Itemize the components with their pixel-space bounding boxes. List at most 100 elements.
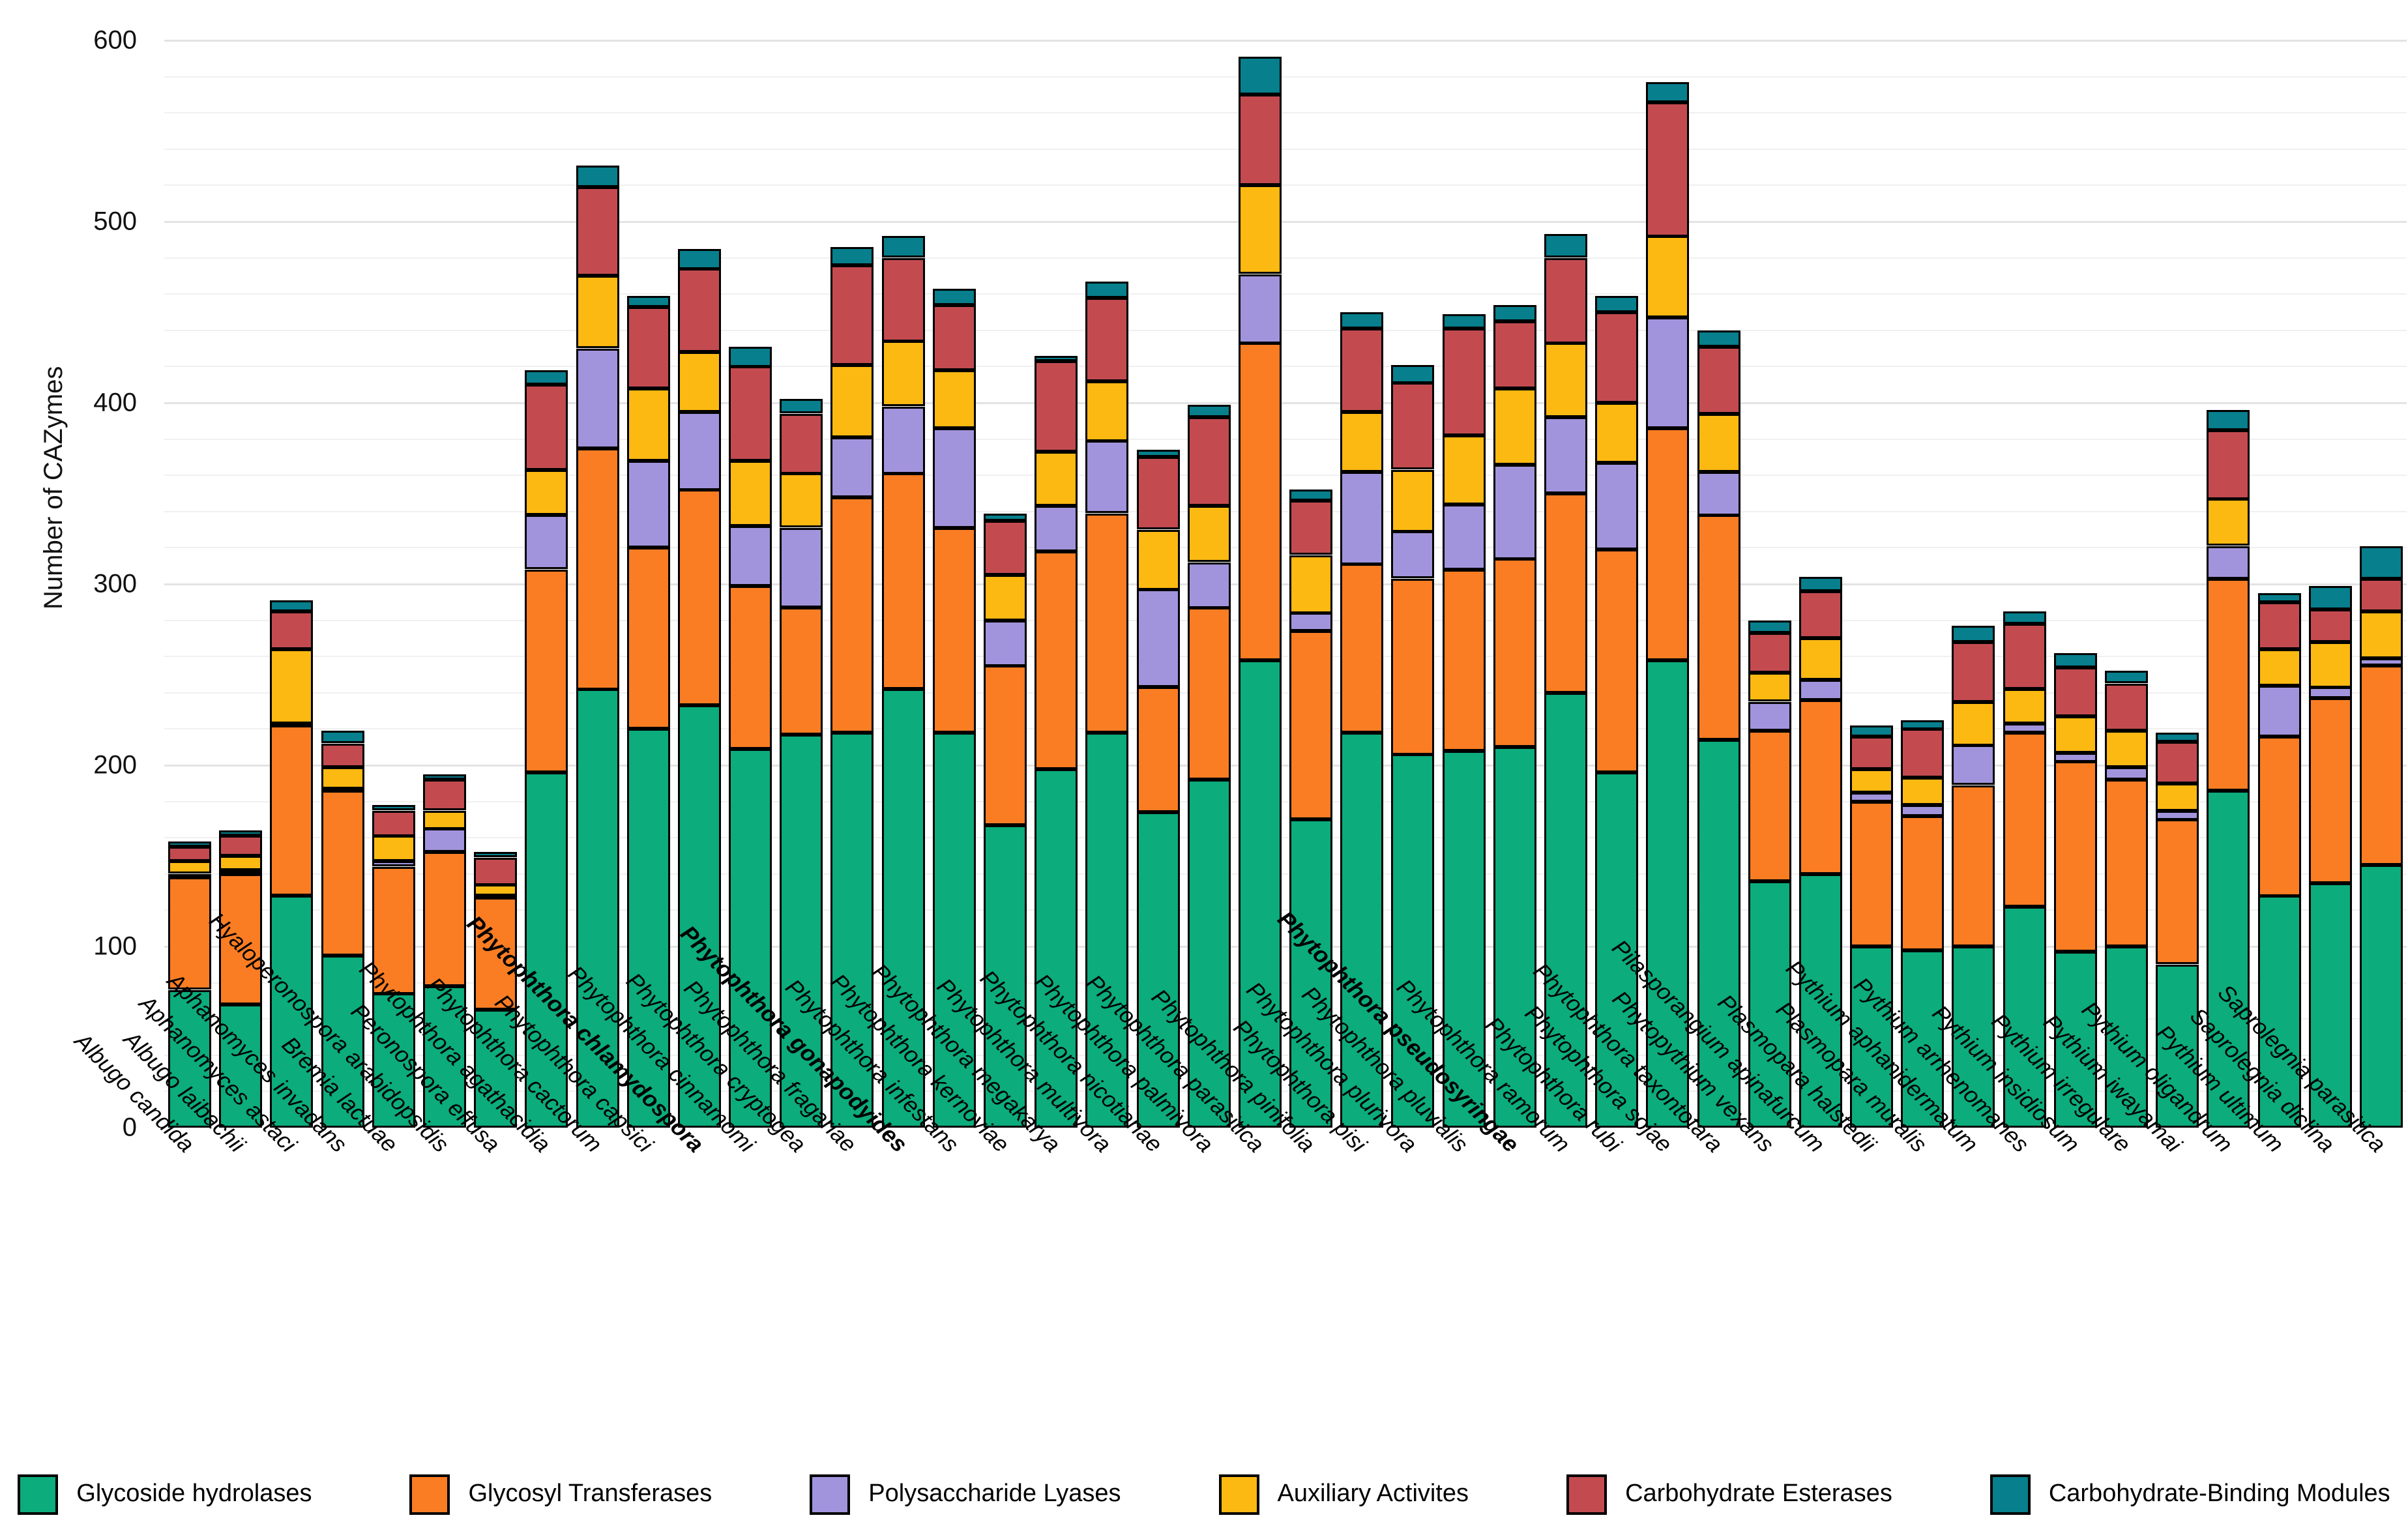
- segment-polysaccharide-lyases: [1137, 589, 1180, 687]
- segment-glycoside-hydrolases: [1901, 950, 1944, 1128]
- gridline-minor: [164, 837, 2407, 839]
- gridline-minor: [164, 656, 2407, 658]
- gridline-major: [164, 946, 2407, 948]
- gridline-major: [164, 221, 2407, 223]
- segment-glycoside-hydrolases: [1799, 874, 1842, 1128]
- segment-carbohydrate-esterases: [270, 611, 313, 649]
- segment-glycoside-hydrolases: [372, 993, 415, 1128]
- bar-phytophthora-megakarya: [1035, 0, 1078, 1128]
- segment-glycosyl-transferases: [2156, 819, 2199, 964]
- segment-auxiliary-activites: [780, 473, 823, 527]
- segment-auxiliary-activites: [2003, 689, 2046, 724]
- bar-plasmopara-halstedii: [1850, 0, 1893, 1128]
- gridline-minor: [164, 366, 2407, 368]
- segment-glycoside-hydrolases: [830, 733, 874, 1128]
- segment-carbohydrate-binding-modules: [372, 805, 415, 810]
- segment-auxiliary-activites: [2105, 731, 2148, 767]
- bar-phytophthora-multivora: [1085, 0, 1128, 1128]
- segment-glycoside-hydrolases: [423, 986, 466, 1128]
- segment-glycosyl-transferases: [627, 548, 670, 729]
- legend-swatch: [1990, 1474, 2031, 1515]
- segment-glycosyl-transferases: [1340, 564, 1383, 733]
- gridline-minor: [164, 692, 2407, 694]
- segment-glycoside-hydrolases: [1595, 772, 1638, 1128]
- gridline-minor: [164, 293, 2407, 295]
- legend-label: Carbohydrate-Binding Modules: [2048, 1480, 2390, 1507]
- segment-carbohydrate-binding-modules: [780, 399, 823, 413]
- segment-glycoside-hydrolases: [1188, 780, 1231, 1128]
- segment-glycosyl-transferases: [830, 497, 874, 733]
- segment-glycoside-hydrolases: [678, 705, 721, 1128]
- segment-auxiliary-activites: [1085, 381, 1128, 441]
- segment-carbohydrate-binding-modules: [1646, 82, 1689, 102]
- segment-polysaccharide-lyases: [2105, 767, 2148, 780]
- gridline-minor: [164, 257, 2407, 259]
- segment-polysaccharide-lyases: [1493, 465, 1536, 559]
- legend-item: Polysaccharide Lyases: [810, 1474, 1121, 1515]
- bar-phytopythium-vexans: [1748, 0, 1791, 1128]
- bar-aphanomyces-astaci: [270, 0, 313, 1128]
- legend-swatch: [1566, 1474, 1608, 1515]
- segment-carbohydrate-binding-modules: [1035, 356, 1078, 361]
- gridline-minor: [164, 619, 2407, 621]
- segment-carbohydrate-binding-modules: [423, 774, 466, 780]
- segment-auxiliary-activites: [2207, 499, 2250, 546]
- bar-albugo-candida: [168, 0, 211, 1128]
- segment-carbohydrate-esterases: [1493, 321, 1536, 388]
- segment-carbohydrate-binding-modules: [2360, 546, 2403, 579]
- segment-carbohydrate-binding-modules: [2054, 653, 2097, 667]
- legend-label: Auxiliary Activites: [1277, 1480, 1469, 1507]
- segment-auxiliary-activites: [525, 470, 568, 515]
- segment-glycosyl-transferases: [1952, 785, 1995, 946]
- segment-glycosyl-transferases: [423, 852, 466, 986]
- segment-auxiliary-activites: [321, 767, 364, 789]
- segment-carbohydrate-esterases: [1748, 633, 1791, 673]
- bar-phytophthora-pluvialis: [1443, 0, 1486, 1128]
- gridline-minor: [164, 873, 2407, 875]
- bar-phytophthora-infestans: [933, 0, 976, 1128]
- segment-glycoside-hydrolases: [474, 1010, 517, 1128]
- segment-carbohydrate-esterases: [423, 780, 466, 810]
- bar-phytophthora-palmivora: [1188, 0, 1231, 1128]
- bar-pythium-aphanidermatum: [1952, 0, 1995, 1128]
- segment-carbohydrate-esterases: [372, 811, 415, 836]
- segment-auxiliary-activites: [1901, 778, 1944, 805]
- segment-glycosyl-transferases: [984, 666, 1027, 825]
- segment-polysaccharide-lyases: [1901, 805, 1944, 816]
- segment-carbohydrate-binding-modules: [1289, 490, 1332, 501]
- bar-phytophthora-agathacidia: [525, 0, 568, 1128]
- segment-glycosyl-transferases: [2003, 733, 2046, 907]
- segment-polysaccharide-lyases: [2207, 546, 2250, 579]
- segment-carbohydrate-binding-modules: [1952, 626, 1995, 642]
- gridline-major: [164, 402, 2407, 404]
- segment-glycoside-hydrolases: [1035, 769, 1078, 1128]
- segment-glycosyl-transferases: [1085, 514, 1128, 733]
- segment-glycoside-hydrolases: [1697, 740, 1740, 1128]
- segment-carbohydrate-esterases: [1697, 347, 1740, 414]
- segment-carbohydrate-binding-modules: [219, 830, 262, 836]
- segment-glycosyl-transferases: [1799, 700, 1842, 874]
- segment-glycoside-hydrolases: [1137, 812, 1180, 1128]
- segment-carbohydrate-binding-modules: [525, 370, 568, 385]
- segment-glycosyl-transferases: [2258, 737, 2301, 896]
- gridline-minor: [164, 1091, 2407, 1092]
- segment-carbohydrate-esterases: [780, 414, 823, 474]
- segment-polysaccharide-lyases: [933, 428, 976, 528]
- segment-auxiliary-activites: [2054, 716, 2097, 753]
- segment-carbohydrate-binding-modules: [933, 289, 976, 305]
- segment-carbohydrate-esterases: [1595, 312, 1638, 403]
- segment-polysaccharide-lyases: [627, 461, 670, 548]
- segment-polysaccharide-lyases: [1340, 472, 1383, 564]
- segment-auxiliary-activites: [729, 461, 772, 526]
- segment-carbohydrate-binding-modules: [627, 296, 670, 307]
- y-axis-title: Number of CAZymes: [39, 366, 68, 609]
- gridline-minor: [164, 1054, 2407, 1056]
- segment-glycoside-hydrolases: [1493, 747, 1536, 1128]
- segment-carbohydrate-esterases: [2360, 579, 2403, 611]
- segment-polysaccharide-lyases: [525, 515, 568, 569]
- bar-hyaloperonospora-arabidopsidis: [423, 0, 466, 1128]
- segment-glycosyl-transferases: [270, 725, 313, 896]
- segment-carbohydrate-esterases: [2156, 742, 2199, 783]
- gridline-minor: [164, 510, 2407, 512]
- gridline-minor: [164, 800, 2407, 802]
